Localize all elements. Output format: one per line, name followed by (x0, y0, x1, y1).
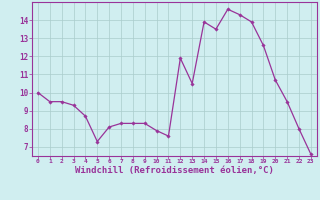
X-axis label: Windchill (Refroidissement éolien,°C): Windchill (Refroidissement éolien,°C) (75, 166, 274, 175)
